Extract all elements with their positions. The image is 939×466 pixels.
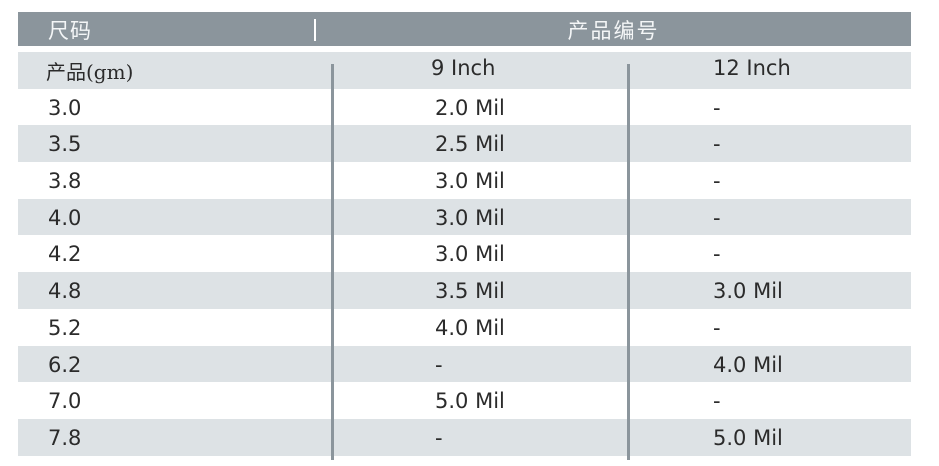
column-divider (331, 64, 334, 460)
table-row: 3.8 3.0 Mil - (18, 162, 911, 199)
size-cell: 3.5 (48, 132, 82, 157)
size-cell: 4.0 (48, 205, 82, 230)
nine-inch-cell: 3.5 Mil (435, 279, 505, 304)
nine-inch-cell: 3.0 Mil (435, 205, 505, 230)
product-code-column-header: 产品编号 (567, 19, 660, 43)
size-cell: 4.8 (48, 279, 82, 304)
subheader-row: 产品(gm) 9 Inch 12 Inch (18, 52, 911, 89)
table-header: 尺码 产品编号 (18, 12, 911, 46)
column-divider (627, 64, 630, 460)
size-cell: 7.0 (48, 389, 82, 414)
nine-inch-cell: 5.0 Mil (435, 389, 505, 414)
twelve-inch-cell: 3.0 Mil (713, 279, 783, 304)
table-row: 4.2 3.0 Mil - (18, 235, 911, 272)
header-divider (314, 19, 316, 41)
size-cell: 4.2 (48, 242, 82, 267)
table-row: 4.0 3.0 Mil - (18, 198, 911, 236)
nine-inch-cell: - (435, 352, 443, 377)
twelve-inch-cell: - (713, 95, 721, 120)
size-cell: 3.0 (48, 95, 82, 120)
twelve-inch-cell: - (713, 205, 721, 230)
table-row: 6.2 - 4.0 Mil (18, 345, 911, 383)
nine-inch-cell: 2.0 Mil (435, 95, 505, 120)
nine-inch-cell: - (435, 425, 443, 450)
table-row: 7.0 5.0 Mil - (18, 382, 911, 419)
twelve-inch-cell: - (713, 132, 721, 157)
table-row: 4.8 3.5 Mil 3.0 Mil (18, 272, 911, 309)
size-cell: 3.8 (48, 169, 82, 194)
twelve-inch-cell: 4.0 Mil (713, 352, 783, 377)
size-cell: 6.2 (48, 352, 82, 377)
nine-inch-cell: 3.0 Mil (435, 242, 505, 267)
spec-table: 尺码 产品编号 产品(gm) 9 Inch 12 Inch 3.0 2.0 Mi… (18, 12, 911, 460)
nine-inch-cell: 4.0 Mil (435, 315, 505, 340)
twelve-inch-cell: - (713, 169, 721, 194)
table-row: 7.8 - 5.0 Mil (18, 418, 911, 456)
product-gm-label: 产品(gm) (46, 60, 134, 84)
twelve-inch-label: 12 Inch (713, 56, 791, 80)
twelve-inch-cell: 5.0 Mil (713, 425, 783, 450)
size-cell: 7.8 (48, 425, 82, 450)
header-gap (18, 46, 911, 52)
nine-inch-cell: 3.0 Mil (435, 169, 505, 194)
twelve-inch-cell: - (713, 389, 721, 414)
table-row: 3.0 2.0 Mil - (18, 89, 911, 126)
nine-inch-label: 9 Inch (431, 56, 496, 80)
table-row: 5.2 4.0 Mil - (18, 309, 911, 346)
size-column-header: 尺码 (48, 19, 92, 43)
size-cell: 5.2 (48, 315, 82, 340)
twelve-inch-cell: - (713, 242, 721, 267)
twelve-inch-cell: - (713, 315, 721, 340)
table-row: 3.5 2.5 Mil - (18, 125, 911, 163)
nine-inch-cell: 2.5 Mil (435, 132, 505, 157)
